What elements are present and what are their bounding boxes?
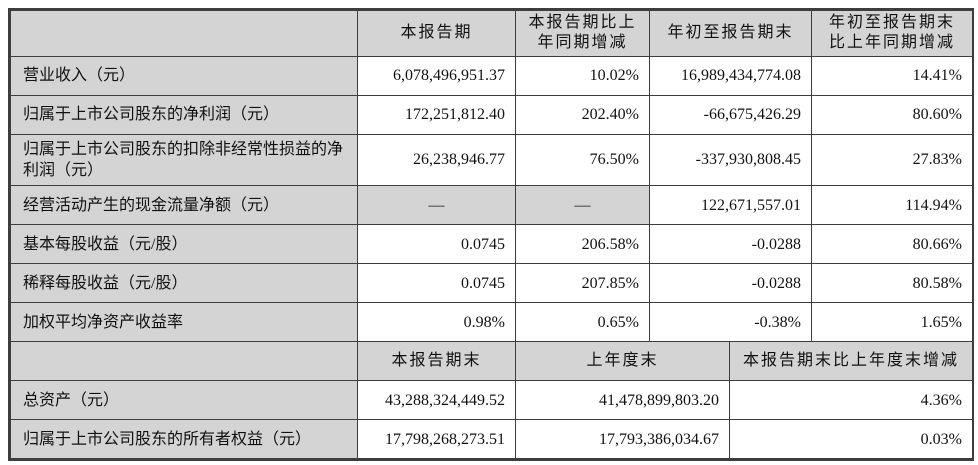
table-row-total-assets: 总资产（元） 43,288,324,449.52 41,478,899,803.… — [10, 380, 973, 421]
value-current-period-yoy: 207.85% — [515, 263, 650, 304]
value-current-period-na: — — [357, 185, 516, 226]
value-current-period: 0.0745 — [357, 263, 516, 304]
value-current-period-yoy: 206.58% — [515, 224, 650, 265]
header-metric-blank — [10, 341, 358, 382]
table-row-operating-cash-flow: 经营活动产生的现金流量净额（元） — — 122,671,557.01 114.… — [10, 185, 973, 226]
header-period-end: 本报告期末 — [357, 341, 516, 382]
table-row-basic-eps: 基本每股收益（元/股） 0.0745 206.58% -0.0288 80.66… — [10, 224, 973, 265]
value-period-end: 43,288,324,449.52 — [357, 380, 516, 421]
value-ytd: 122,671,557.01 — [649, 185, 812, 226]
table-row-shareholders-equity: 归属于上市公司股东的所有者权益（元） 17,798,268,273.51 17,… — [10, 419, 973, 460]
value-current-period-yoy-na: — — [515, 185, 650, 226]
value-current-period: 0.0745 — [357, 224, 516, 265]
metric-label: 经营活动产生的现金流量净额（元） — [10, 185, 358, 226]
header-ytd: 年初至报告期末 — [649, 10, 812, 57]
value-ytd-yoy: 80.58% — [811, 263, 973, 304]
value-current-period: 26,238,946.77 — [357, 133, 516, 187]
value-prior-year-end: 17,793,386,034.67 — [515, 419, 730, 460]
quarterly-metrics-table: 本报告期 本报告期比上年同期增减 年初至报告期末 年初至报告期末比上年同期增减 … — [10, 10, 973, 343]
table-row-net-profit-excl-nonrecurring: 归属于上市公司股东的扣除非经常性损益的净利润（元） 26,238,946.77 … — [10, 133, 973, 187]
header-period-end-change: 本报告期末比上年度末增减 — [729, 341, 973, 382]
value-current-period-yoy: 0.65% — [515, 302, 650, 343]
period-end-table: 本报告期末 上年度末 本报告期末比上年度末增减 总资产（元） 43,288,32… — [10, 341, 973, 460]
value-change: 4.36% — [729, 380, 973, 421]
value-ytd: -0.38% — [649, 302, 812, 343]
quarter-header-row: 本报告期 本报告期比上年同期增减 年初至报告期末 年初至报告期末比上年同期增减 — [10, 10, 973, 57]
value-current-period: 6,078,496,951.37 — [357, 55, 516, 96]
value-ytd-yoy: 114.94% — [811, 185, 973, 226]
metric-label: 基本每股收益（元/股） — [10, 224, 358, 265]
value-current-period: 0.98% — [357, 302, 516, 343]
table-row-net-profit: 归属于上市公司股东的净利润（元） 172,251,812.40 202.40% … — [10, 94, 973, 135]
value-ytd-yoy: 27.83% — [811, 133, 973, 187]
metric-label: 总资产（元） — [10, 380, 358, 421]
value-prior-year-end: 41,478,899,803.20 — [515, 380, 730, 421]
header-metric-blank — [10, 10, 358, 57]
header-current-period: 本报告期 — [357, 10, 516, 57]
value-period-end: 17,798,268,273.51 — [357, 419, 516, 460]
period-end-header-row: 本报告期末 上年度末 本报告期末比上年度末增减 — [10, 341, 973, 382]
metric-label: 归属于上市公司股东的所有者权益（元） — [10, 419, 358, 460]
header-current-period-yoy: 本报告期比上年同期增减 — [515, 10, 650, 57]
value-current-period-yoy: 202.40% — [515, 94, 650, 135]
value-ytd: -66,675,426.29 — [649, 94, 812, 135]
metric-label: 归属于上市公司股东的净利润（元） — [10, 94, 358, 135]
value-ytd: 16,989,434,774.08 — [649, 55, 812, 96]
value-ytd-yoy: 14.41% — [811, 55, 973, 96]
header-ytd-yoy: 年初至报告期末比上年同期增减 — [811, 10, 973, 57]
metric-label: 营业收入（元） — [10, 55, 358, 96]
metric-label: 稀释每股收益（元/股） — [10, 263, 358, 304]
value-ytd-yoy: 1.65% — [811, 302, 973, 343]
value-current-period: 172,251,812.40 — [357, 94, 516, 135]
value-ytd-yoy: 80.60% — [811, 94, 973, 135]
metric-label: 归属于上市公司股东的扣除非经常性损益的净利润（元） — [10, 133, 358, 187]
value-current-period-yoy: 76.50% — [515, 133, 650, 187]
value-ytd-yoy: 80.66% — [811, 224, 973, 265]
value-ytd: -0.0288 — [649, 224, 812, 265]
table-row-diluted-eps: 稀释每股收益（元/股） 0.0745 207.85% -0.0288 80.58… — [10, 263, 973, 304]
value-ytd: -0.0288 — [649, 263, 812, 304]
table-row-revenue: 营业收入（元） 6,078,496,951.37 10.02% 16,989,4… — [10, 55, 973, 96]
value-ytd: -337,930,808.45 — [649, 133, 812, 187]
metric-label: 加权平均净资产收益率 — [10, 302, 358, 343]
value-current-period-yoy: 10.02% — [515, 55, 650, 96]
header-prior-year-end: 上年度末 — [515, 341, 730, 382]
table-row-weighted-avg-roe: 加权平均净资产收益率 0.98% 0.65% -0.38% 1.65% — [10, 302, 973, 343]
value-change: 0.03% — [729, 419, 973, 460]
key-financials-table: 本报告期 本报告期比上年同期增减 年初至报告期末 年初至报告期末比上年同期增减 … — [8, 8, 974, 462]
